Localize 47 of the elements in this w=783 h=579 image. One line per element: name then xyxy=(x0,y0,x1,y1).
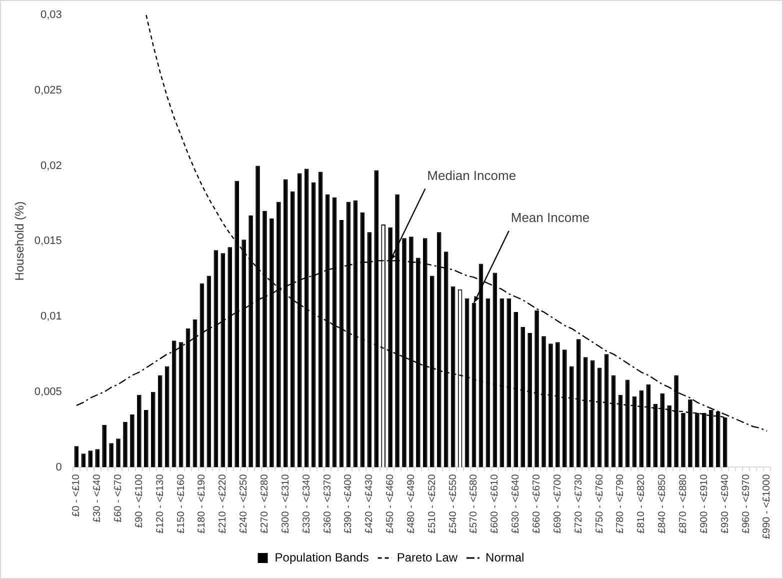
x-tick-label: £120 - <£130 xyxy=(154,474,166,534)
x-tick-label: £90 - <£100 xyxy=(134,474,145,528)
y-tick-label: 0 xyxy=(56,461,62,474)
y-tick-label: 0,015 xyxy=(34,235,62,248)
x-tick-label: £390 - <£400 xyxy=(343,474,354,534)
y-axis-title: Household (%) xyxy=(12,201,27,281)
x-tick-label: £450 - <£460 xyxy=(385,474,396,534)
x-tick-label: £720 - <£730 xyxy=(573,474,584,534)
y-tick-label: 0,025 xyxy=(34,84,62,96)
annotation: Median Income xyxy=(427,168,516,183)
y-tick-label: 0,03 xyxy=(40,9,62,22)
x-tick-label: £570 - <£580 xyxy=(468,474,480,534)
x-tick-label: £600 - <£610 xyxy=(490,474,501,534)
x-tick-label: £810 - <£820 xyxy=(636,474,648,534)
x-tick-label: £60 - <£70 xyxy=(113,474,124,522)
x-tick-label: £240 - <£250 xyxy=(238,474,250,534)
legend-label: Normal xyxy=(486,550,524,564)
legend-label: Population Bands xyxy=(274,550,369,564)
x-tick-label: £300 - <£310 xyxy=(280,474,292,534)
annotation: Mean Income xyxy=(510,210,590,225)
x-tick-label: £990 - <£1000 xyxy=(762,474,773,539)
x-tick-label: £480 - <£490 xyxy=(406,474,417,534)
x-tick-label: £690 - <£700 xyxy=(552,474,564,534)
y-tick-label: 0,005 xyxy=(34,386,62,398)
x-tick-label: £900 - <£910 xyxy=(698,474,710,534)
x-tick-label: £840 - <£850 xyxy=(657,474,668,534)
y-tick-label: 0,01 xyxy=(40,310,62,323)
x-tick-label: £510 - <£520 xyxy=(426,474,438,534)
x-tick-label: £630 - <£640 xyxy=(510,474,522,534)
x-tick-label: £150 - <£160 xyxy=(176,474,187,534)
x-tick-label: £750 - <£760 xyxy=(594,474,606,534)
x-tick-label: £0 - <£10 xyxy=(71,474,82,517)
x-tick-label: £330 - <£340 xyxy=(301,474,312,534)
x-tick-label: £960 - <£970 xyxy=(740,474,752,534)
x-tick-label: £180 - <£190 xyxy=(196,474,208,534)
x-tick-label: £870 - <£880 xyxy=(678,474,689,534)
x-tick-label: £30 - <£40 xyxy=(92,474,104,522)
x-tick-label: £270 - <£280 xyxy=(259,474,270,534)
x-tick-label: £660 - <£670 xyxy=(532,474,543,534)
y-tick-label: 0,02 xyxy=(40,160,62,172)
x-tick-label: £210 - <£220 xyxy=(218,474,229,534)
legend-label: Pareto Law xyxy=(396,550,458,564)
x-tick-label: £780 - <£790 xyxy=(615,474,626,534)
x-tick-label: £930 - <£940 xyxy=(720,474,731,534)
x-tick-label: £420 - <£430 xyxy=(364,474,376,534)
x-tick-label: £360 - <£370 xyxy=(322,474,334,534)
x-tick-label: £540 - <£550 xyxy=(448,474,459,534)
